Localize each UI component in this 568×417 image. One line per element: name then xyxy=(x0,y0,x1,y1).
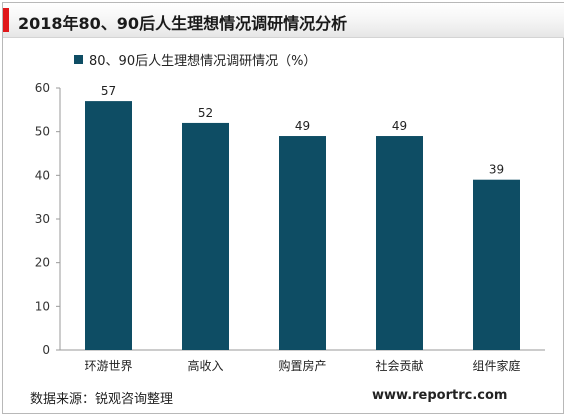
source-note: 数据来源：锐观咨询整理 xyxy=(30,392,174,407)
title-accent-mark xyxy=(3,8,9,32)
y-tick-label: 60 xyxy=(35,81,50,95)
bar-value-label: 57 xyxy=(101,84,116,98)
chart-title: 2018年80、90后人生理想情况调研情况分析 xyxy=(18,14,348,33)
bar xyxy=(473,179,520,350)
x-tick-label: 组件家庭 xyxy=(472,358,520,373)
y-tick-label: 20 xyxy=(35,256,50,270)
bar-value-label: 39 xyxy=(489,163,504,177)
y-tick-label: 40 xyxy=(35,168,50,182)
bar xyxy=(376,136,423,350)
x-tick-label: 社会贡献 xyxy=(375,358,423,373)
website-url[interactable]: www.reportrc.com xyxy=(372,388,508,403)
legend-label: 80、90后人生理想情况调研情况（%） xyxy=(89,54,317,69)
bar-value-label: 52 xyxy=(198,106,213,120)
legend-swatch xyxy=(74,55,83,64)
chart-frame xyxy=(2,2,564,414)
bar xyxy=(279,136,326,350)
y-tick-label: 10 xyxy=(35,299,50,313)
bar xyxy=(182,122,229,350)
y-tick-label: 50 xyxy=(35,125,50,139)
title-bar xyxy=(3,3,564,38)
y-tick-label: 30 xyxy=(35,212,50,226)
bar xyxy=(85,101,132,350)
bar-value-label: 49 xyxy=(295,119,310,133)
bar-value-label: 49 xyxy=(392,119,407,133)
x-tick-label: 高收入 xyxy=(187,358,223,373)
x-tick-label: 购置房产 xyxy=(278,358,326,373)
legend: 80、90后人生理想情况调研情况（%） xyxy=(74,50,316,69)
y-tick-label: 0 xyxy=(42,343,50,357)
x-tick-label: 环游世界 xyxy=(84,359,132,373)
